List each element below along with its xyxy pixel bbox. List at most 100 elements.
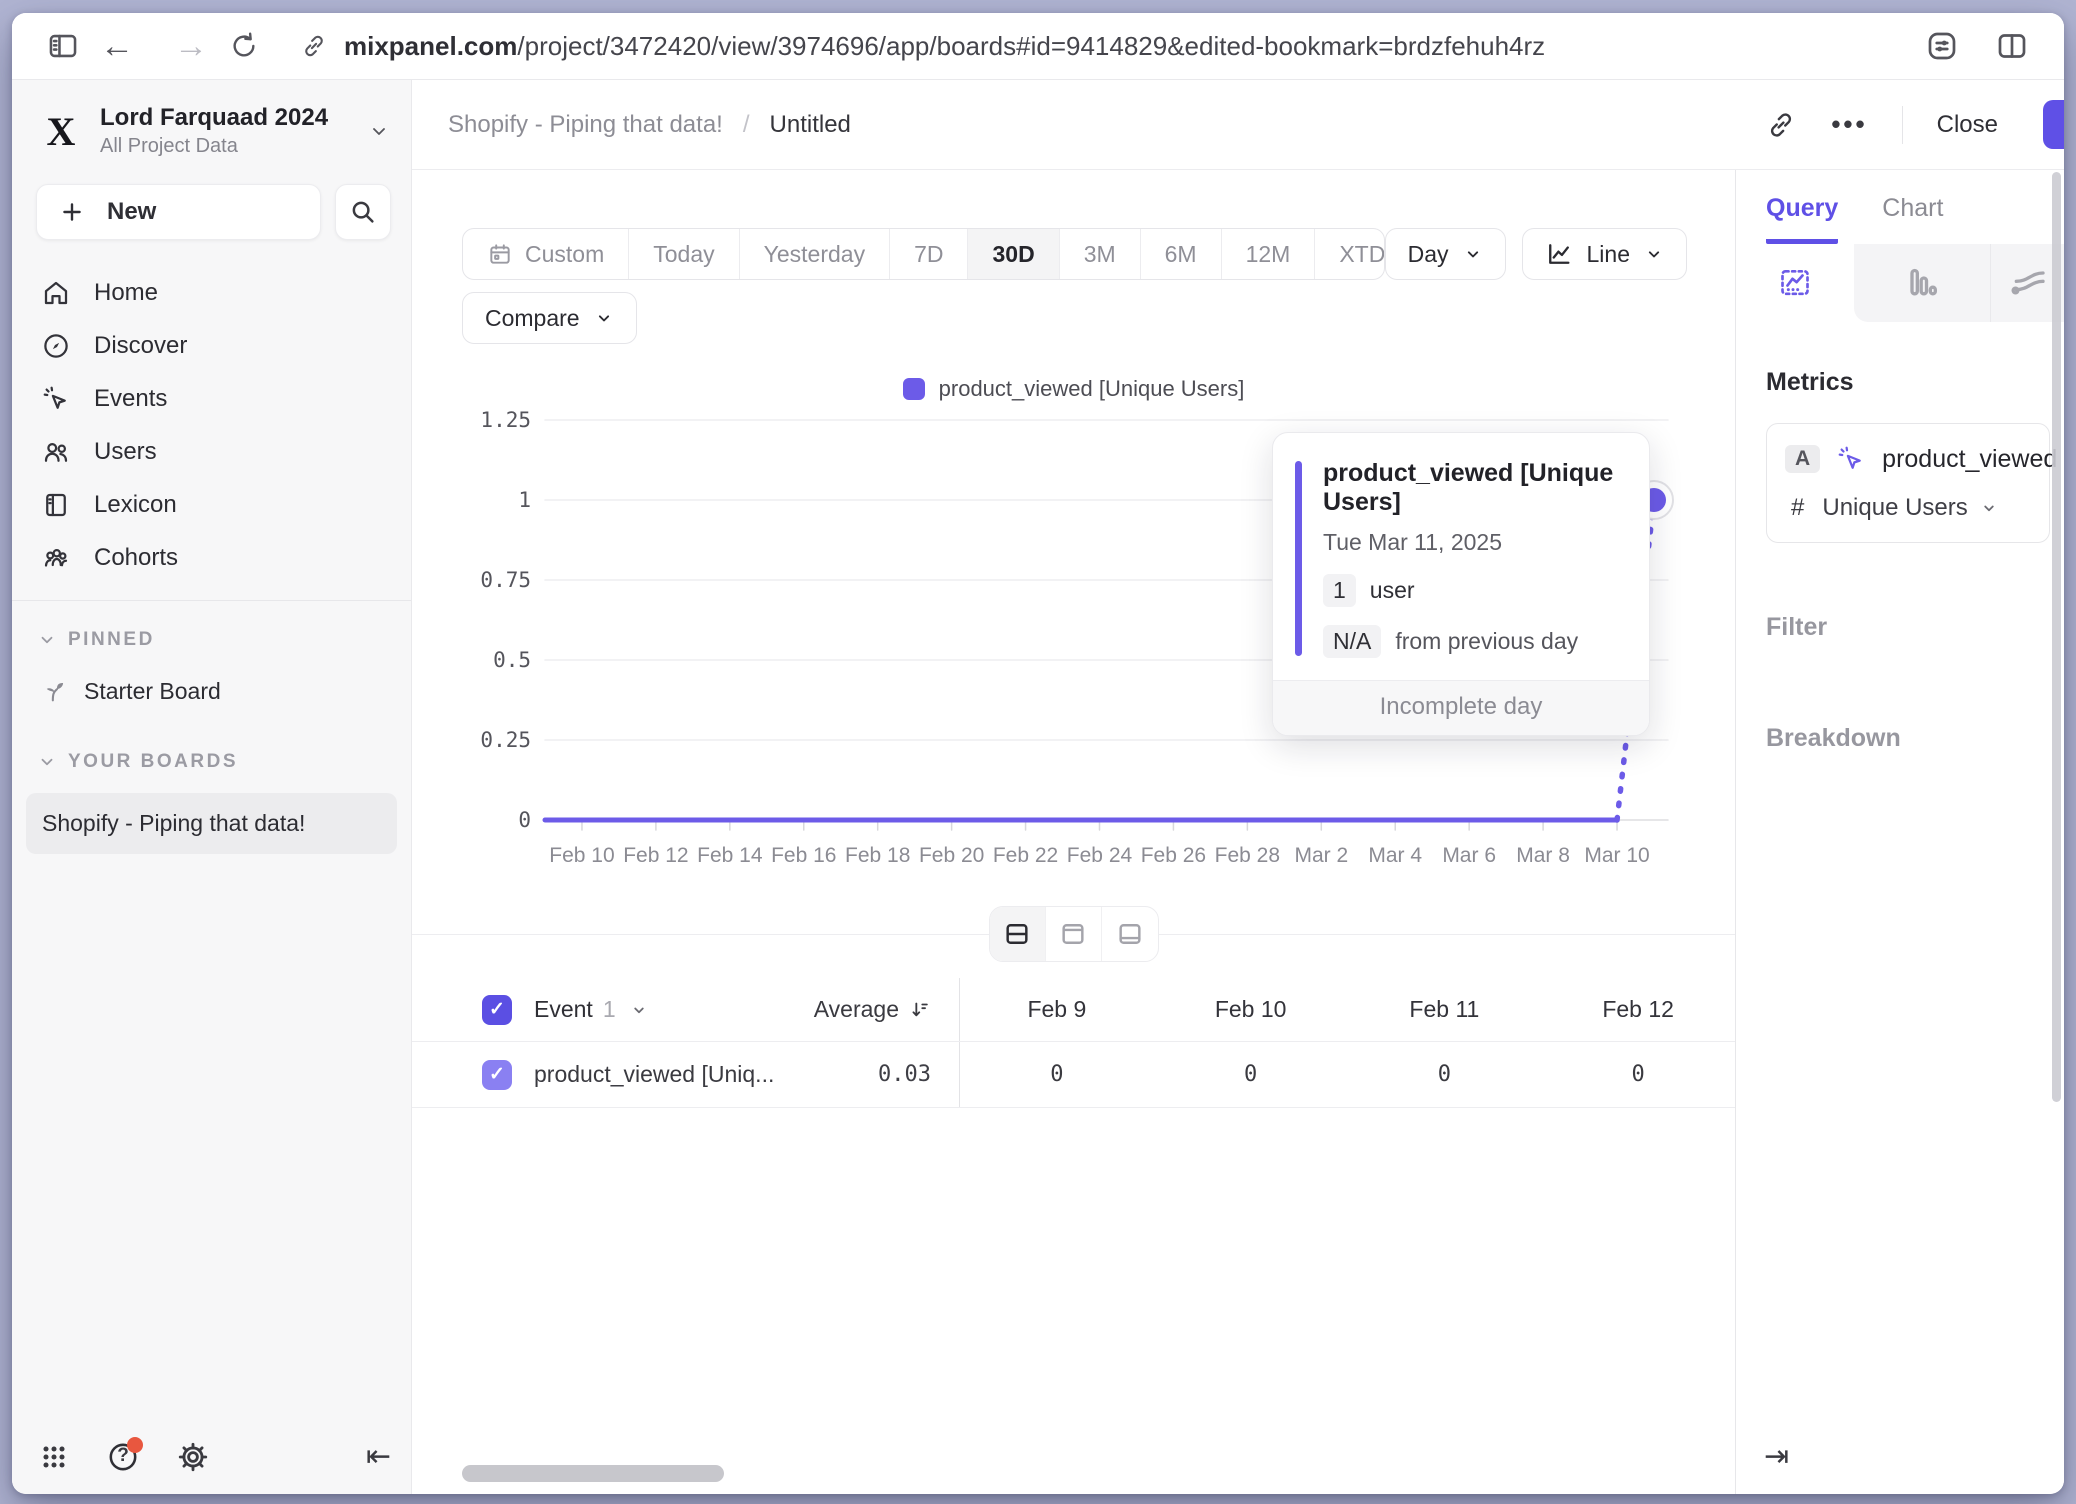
row-checkbox[interactable]: ✓ bbox=[482, 1059, 512, 1090]
layout-split-horizontal-button[interactable] bbox=[989, 907, 1046, 961]
reload-button[interactable] bbox=[228, 30, 260, 62]
compare-label: Compare bbox=[485, 304, 580, 331]
sidebar-item-discover[interactable]: Discover bbox=[12, 319, 411, 372]
tooltip-value: 1 bbox=[1323, 574, 1356, 607]
granularity-dropdown[interactable]: Day bbox=[1384, 228, 1506, 280]
metric-letter-chip: A bbox=[1785, 445, 1821, 473]
select-all-checkbox[interactable]: ✓ bbox=[482, 994, 512, 1025]
metric-event-name[interactable]: product_viewed bbox=[1882, 444, 2058, 473]
starter-board-label: Starter Board bbox=[84, 677, 221, 704]
sidebar-item-lexicon[interactable]: Lexicon bbox=[12, 478, 411, 531]
sidebar-nav: Home Discover Events Users Lexicon bbox=[12, 266, 411, 584]
chevron-down-icon[interactable] bbox=[630, 1001, 648, 1019]
forward-button[interactable]: → bbox=[174, 26, 208, 65]
horizontal-scrollbar-thumb[interactable] bbox=[462, 1465, 724, 1482]
click-cursor-icon bbox=[40, 384, 72, 414]
svg-text:Feb 18: Feb 18 bbox=[845, 844, 910, 867]
range-3m[interactable]: 3M bbox=[1060, 229, 1141, 279]
extensions-icon[interactable] bbox=[1924, 28, 1960, 64]
sidebar-item-label: Lexicon bbox=[94, 490, 177, 518]
compare-dropdown[interactable]: Compare bbox=[462, 292, 637, 344]
project-switcher[interactable]: X Lord Farquaad 2024 All Project Data bbox=[12, 80, 411, 158]
split-view-icon[interactable] bbox=[1994, 28, 2030, 64]
sidebar-item-board-shopify[interactable]: Shopify - Piping that data! bbox=[26, 793, 397, 854]
sidebar-item-label: Discover bbox=[94, 331, 188, 359]
sort-icon[interactable] bbox=[909, 999, 931, 1021]
viz-tab-flow[interactable] bbox=[1990, 244, 2064, 322]
filter-section-label[interactable]: Filter bbox=[1766, 613, 1828, 641]
vertical-scrollbar-thumb[interactable] bbox=[2052, 172, 2061, 1102]
sidebar-item-cohorts[interactable]: Cohorts bbox=[12, 531, 411, 584]
range-label: XTD bbox=[1339, 240, 1385, 267]
svg-text:Feb 16: Feb 16 bbox=[771, 844, 836, 867]
flow-icon bbox=[2008, 263, 2048, 303]
search-button[interactable] bbox=[335, 184, 391, 240]
legend-swatch bbox=[902, 378, 925, 400]
range-today[interactable]: Today bbox=[629, 229, 740, 279]
range-label: 7D bbox=[914, 240, 944, 267]
pinned-label: PINNED bbox=[68, 629, 155, 650]
tab-chart[interactable]: Chart bbox=[1882, 194, 1944, 222]
collapse-panel-icon[interactable]: ⇥ bbox=[1764, 1440, 1790, 1473]
help-button[interactable]: ? bbox=[106, 1437, 143, 1474]
pinned-section-header[interactable]: PINNED bbox=[38, 629, 411, 651]
sidebar-item-users[interactable]: Users bbox=[12, 425, 411, 478]
tab-query[interactable]: Query bbox=[1766, 194, 1839, 244]
check-icon: ✓ bbox=[489, 999, 505, 1020]
back-button[interactable]: ← bbox=[100, 26, 134, 65]
range-custom[interactable]: Custom bbox=[463, 229, 630, 279]
range-30d-active[interactable]: 30D bbox=[968, 229, 1060, 279]
compass-icon bbox=[40, 331, 72, 361]
chart-type-dropdown[interactable]: Line bbox=[1521, 228, 1687, 280]
apps-grid-icon[interactable] bbox=[38, 1441, 70, 1473]
range-label: 12M bbox=[1245, 240, 1291, 267]
range-6m[interactable]: 6M bbox=[1141, 229, 1222, 279]
breadcrumb-page[interactable]: Untitled bbox=[769, 110, 851, 138]
tooltip-footer: Incomplete day bbox=[1273, 680, 1649, 735]
your-boards-section-header[interactable]: YOUR BOARDS bbox=[38, 751, 411, 773]
range-label: Yesterday bbox=[763, 240, 866, 267]
viz-tab-bars[interactable] bbox=[1854, 244, 1990, 322]
column-header-feb11[interactable]: Feb 11 bbox=[1409, 996, 1480, 1022]
viz-tab-insights-active[interactable] bbox=[1736, 244, 1854, 322]
new-button[interactable]: New bbox=[36, 184, 321, 240]
breakdown-section-label[interactable]: Breakdown bbox=[1766, 724, 1901, 752]
sidebar-item-starter-board[interactable]: Starter Board bbox=[12, 677, 411, 705]
range-7d[interactable]: 7D bbox=[890, 229, 969, 279]
aggregation-dropdown[interactable]: Unique Users bbox=[1822, 494, 1997, 522]
breadcrumb-board[interactable]: Shopify - Piping that data! bbox=[448, 110, 723, 138]
series-table: ✓ Event 1 Average Feb 9 Feb 10 bbox=[412, 978, 1735, 1108]
close-button[interactable]: Close bbox=[1936, 110, 1998, 138]
average-column-header[interactable]: Average bbox=[813, 996, 899, 1022]
collapse-sidebar-icon[interactable]: ⇤ bbox=[365, 1440, 391, 1473]
save-button-partial[interactable] bbox=[2043, 100, 2064, 149]
tooltip-title: product_viewed [Unique Users] bbox=[1323, 459, 1614, 516]
column-header-feb9[interactable]: Feb 9 bbox=[1027, 996, 1087, 1022]
share-link-icon[interactable] bbox=[1765, 109, 1797, 141]
layout-bottom-bar-button[interactable] bbox=[1102, 907, 1158, 961]
event-column-header[interactable]: Event bbox=[534, 996, 593, 1022]
sidebar-item-home[interactable]: Home bbox=[12, 266, 411, 319]
project-name: Lord Farquaad 2024 bbox=[100, 104, 329, 131]
more-options-icon[interactable]: ••• bbox=[1831, 109, 1868, 139]
event-count: 1 bbox=[602, 996, 616, 1022]
table-row[interactable]: ✓ product_viewed [Uniq... 0.03 0 0 0 0 bbox=[412, 1042, 1735, 1108]
breadcrumb: Shopify - Piping that data! / Untitled bbox=[448, 111, 851, 139]
sidebar-item-events[interactable]: Events bbox=[12, 372, 411, 425]
bottom-bar-icon bbox=[1116, 920, 1144, 948]
address-bar[interactable]: mixpanel.com/project/3472420/view/397469… bbox=[300, 31, 1904, 62]
column-header-feb12[interactable]: Feb 12 bbox=[1602, 996, 1674, 1022]
home-icon bbox=[40, 278, 72, 308]
range-xtd[interactable]: XTD bbox=[1315, 229, 1385, 279]
svg-text:Feb 10: Feb 10 bbox=[549, 844, 614, 867]
url-text: mixpanel.com/project/3472420/view/397469… bbox=[344, 31, 1545, 62]
column-header-feb10[interactable]: Feb 10 bbox=[1214, 996, 1287, 1022]
browser-sidebar-toggle-icon[interactable] bbox=[46, 29, 80, 63]
url-path: /project/3472420/view/3974696/app/boards… bbox=[517, 30, 1546, 61]
range-yesterday[interactable]: Yesterday bbox=[740, 229, 891, 279]
line-chart[interactable]: 0 0.25 0.5 0.75 1 1.25 Feb 10 Feb 12 Feb 14 Feb 1… bbox=[412, 350, 1735, 890]
range-12m[interactable]: 12M bbox=[1222, 229, 1316, 279]
gear-icon[interactable] bbox=[176, 1440, 210, 1474]
metric-card[interactable]: A product_viewed # Unique Users bbox=[1766, 423, 2057, 543]
layout-top-bar-button[interactable] bbox=[1046, 907, 1102, 961]
